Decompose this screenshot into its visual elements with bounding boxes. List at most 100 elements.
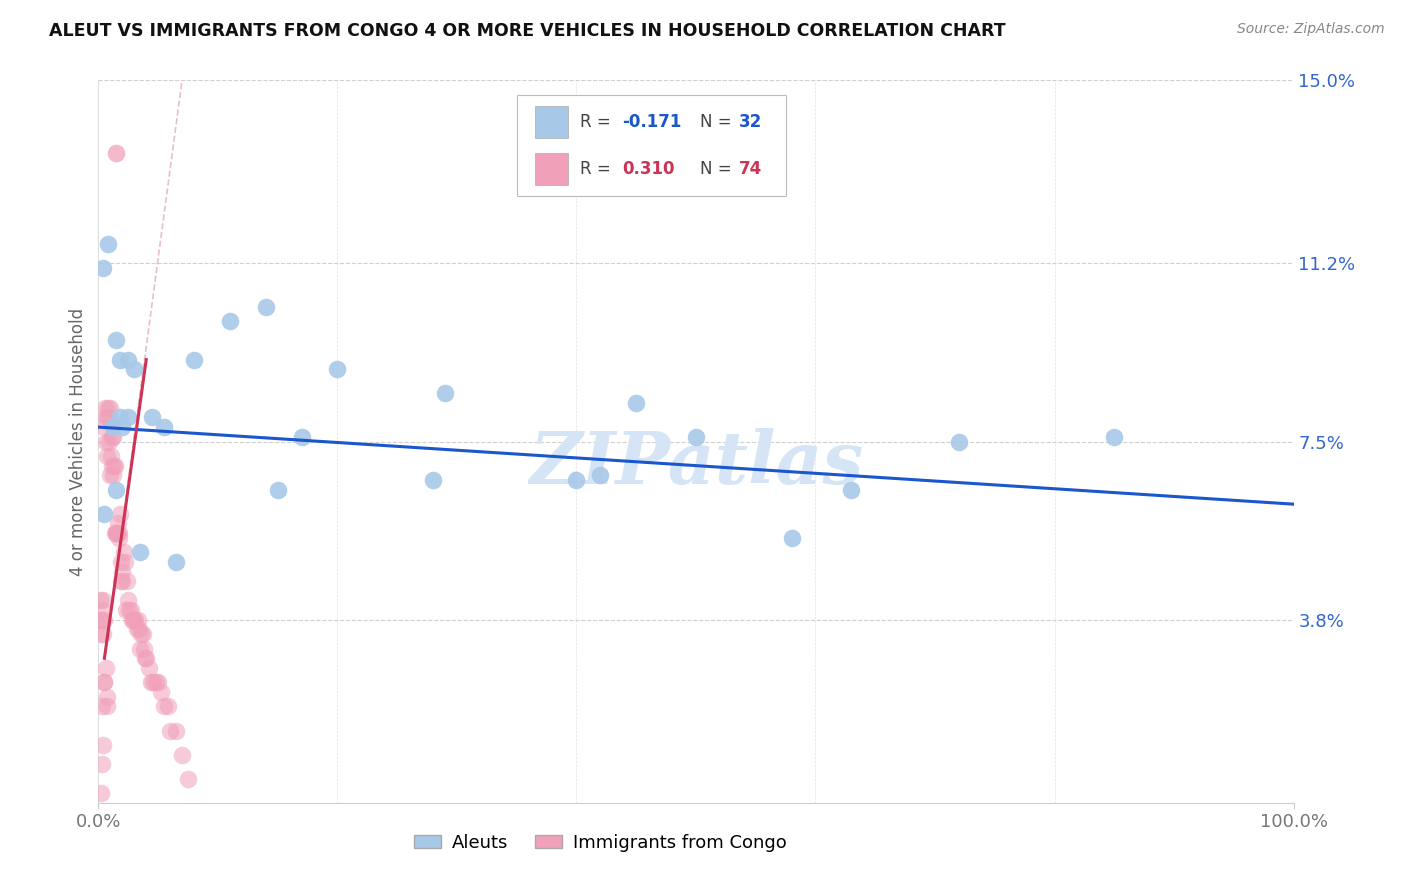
Point bbox=[91, 699, 114, 714]
FancyBboxPatch shape bbox=[534, 105, 568, 138]
Point bbox=[948, 434, 970, 449]
Point bbox=[291, 430, 314, 444]
Point bbox=[101, 430, 124, 444]
Point bbox=[105, 483, 128, 497]
Point bbox=[96, 434, 118, 449]
Point bbox=[105, 145, 128, 160]
Point bbox=[165, 555, 187, 569]
Point bbox=[145, 675, 167, 690]
Point bbox=[124, 362, 146, 376]
Point bbox=[107, 526, 129, 541]
Point bbox=[841, 483, 863, 497]
Point bbox=[91, 627, 114, 641]
Point bbox=[128, 623, 150, 637]
Point bbox=[93, 613, 115, 627]
Point bbox=[142, 675, 165, 690]
Point bbox=[131, 627, 153, 641]
Point bbox=[589, 468, 612, 483]
Point bbox=[97, 237, 120, 252]
Point bbox=[93, 675, 115, 690]
Point bbox=[114, 555, 136, 569]
Point bbox=[118, 603, 141, 617]
Point bbox=[129, 641, 152, 656]
Point bbox=[91, 757, 114, 772]
Point bbox=[111, 574, 134, 589]
Point bbox=[422, 473, 444, 487]
Point bbox=[132, 641, 155, 656]
Point bbox=[780, 531, 803, 545]
Point bbox=[138, 661, 160, 675]
Point bbox=[134, 651, 156, 665]
Point bbox=[90, 627, 112, 641]
Text: -0.171: -0.171 bbox=[621, 112, 682, 131]
Point bbox=[108, 507, 131, 521]
Point bbox=[1104, 430, 1126, 444]
Point bbox=[117, 410, 139, 425]
Point bbox=[111, 565, 134, 579]
Point bbox=[108, 352, 131, 367]
Point bbox=[434, 386, 457, 401]
Point bbox=[254, 300, 277, 314]
Point bbox=[97, 434, 120, 449]
Point bbox=[121, 613, 143, 627]
Point bbox=[177, 772, 200, 786]
Point bbox=[685, 430, 707, 444]
Text: R =: R = bbox=[581, 112, 616, 131]
Point bbox=[111, 420, 134, 434]
Point bbox=[105, 526, 128, 541]
Point bbox=[139, 675, 162, 690]
Legend: Aleuts, Immigrants from Congo: Aleuts, Immigrants from Congo bbox=[406, 826, 794, 859]
Point bbox=[94, 410, 117, 425]
Point bbox=[100, 449, 122, 463]
Text: 32: 32 bbox=[740, 112, 762, 131]
Text: ALEUT VS IMMIGRANTS FROM CONGO 4 OR MORE VEHICLES IN HOUSEHOLD CORRELATION CHART: ALEUT VS IMMIGRANTS FROM CONGO 4 OR MORE… bbox=[49, 22, 1005, 40]
Point bbox=[94, 401, 117, 415]
Text: 0.310: 0.310 bbox=[621, 160, 675, 178]
Point bbox=[101, 420, 124, 434]
Point bbox=[104, 458, 127, 473]
Point bbox=[93, 507, 115, 521]
Point bbox=[96, 690, 118, 704]
Point bbox=[101, 458, 124, 473]
Point bbox=[91, 261, 114, 276]
Point bbox=[110, 574, 132, 589]
Point bbox=[117, 593, 139, 607]
Point bbox=[141, 410, 163, 425]
Point bbox=[156, 699, 179, 714]
Point bbox=[108, 410, 131, 425]
Point bbox=[148, 675, 170, 690]
Point bbox=[112, 545, 135, 559]
Point bbox=[89, 613, 111, 627]
Point bbox=[89, 593, 111, 607]
Point bbox=[135, 651, 157, 665]
Point bbox=[91, 593, 114, 607]
Point bbox=[107, 516, 129, 531]
Point bbox=[91, 603, 114, 617]
Point bbox=[97, 401, 120, 415]
Point bbox=[165, 723, 187, 738]
Text: ZIPatlas: ZIPatlas bbox=[529, 428, 863, 499]
Text: N =: N = bbox=[700, 160, 737, 178]
Point bbox=[127, 613, 149, 627]
Point bbox=[93, 675, 115, 690]
Y-axis label: 4 or more Vehicles in Household: 4 or more Vehicles in Household bbox=[69, 308, 87, 575]
Point bbox=[120, 603, 142, 617]
Point bbox=[98, 410, 121, 425]
Point bbox=[115, 574, 138, 589]
Point bbox=[91, 738, 114, 752]
Point bbox=[96, 699, 118, 714]
Point bbox=[105, 334, 128, 348]
Point bbox=[267, 483, 290, 497]
Text: 74: 74 bbox=[740, 160, 762, 178]
FancyBboxPatch shape bbox=[534, 153, 568, 185]
Point bbox=[159, 723, 181, 738]
Point bbox=[104, 526, 127, 541]
Point bbox=[626, 396, 648, 410]
FancyBboxPatch shape bbox=[517, 95, 786, 196]
Point bbox=[131, 627, 153, 641]
Point bbox=[93, 420, 115, 434]
Point bbox=[219, 314, 242, 328]
Point bbox=[103, 526, 125, 541]
Point bbox=[115, 603, 138, 617]
Text: R =: R = bbox=[581, 160, 616, 178]
